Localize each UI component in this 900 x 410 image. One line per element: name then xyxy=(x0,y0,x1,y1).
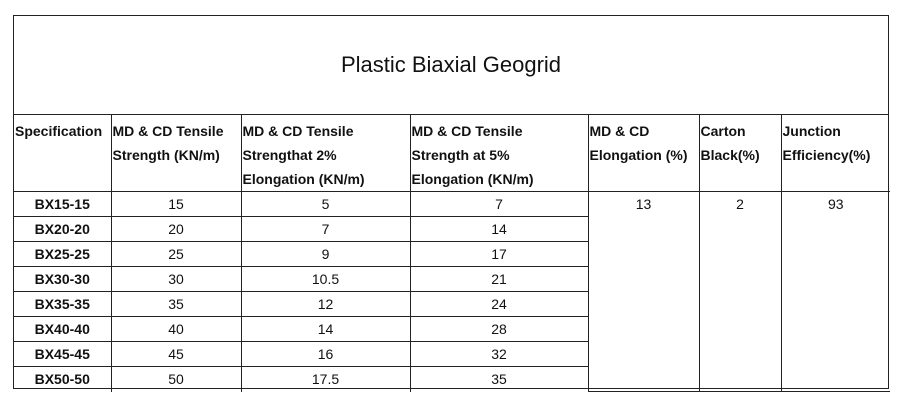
spec-cell: BX40-40 xyxy=(14,316,112,342)
strength-2pct-cell: 12 xyxy=(240,291,411,317)
strength-2pct-cell: 7 xyxy=(240,216,411,242)
elongation-cell: 13 xyxy=(587,191,700,392)
strength-5pct-cell: 28 xyxy=(409,316,588,342)
title-row: Plastic Biaxial Geogrid xyxy=(14,16,888,115)
spec-table: Specification MD & CD Tensile Strength (… xyxy=(14,115,890,392)
tensile-cell: 30 xyxy=(110,266,242,292)
strength-5pct-cell: 32 xyxy=(409,341,588,367)
spec-cell: BX25-25 xyxy=(14,241,112,267)
header-tensile-strength: MD & CD Tensile Strength (KN/m) xyxy=(110,115,242,192)
strength-2pct-cell: 5 xyxy=(240,191,411,217)
tensile-cell: 50 xyxy=(110,366,242,392)
header-elongation: MD & CD Elongation (%) xyxy=(587,115,700,192)
strength-2pct-cell: 14 xyxy=(240,316,411,342)
spec-table-frame: Plastic Biaxial Geogrid Specification MD… xyxy=(13,15,890,392)
carbon-black-cell: 2 xyxy=(698,191,782,392)
spec-cell: BX20-20 xyxy=(14,216,112,242)
strength-5pct-cell: 35 xyxy=(409,366,588,392)
header-row: Specification MD & CD Tensile Strength (… xyxy=(14,115,890,192)
header-specification: Specification xyxy=(14,115,112,192)
tensile-cell: 15 xyxy=(110,191,242,217)
table-row: BX45-45 45 16 32 xyxy=(14,341,890,367)
spec-cell: BX35-35 xyxy=(14,291,112,317)
spec-cell: BX15-15 xyxy=(14,191,112,217)
tensile-cell: 20 xyxy=(110,216,242,242)
table-row: BX15-15 15 5 7 13 2 93 xyxy=(14,191,890,392)
spec-cell: BX30-30 xyxy=(14,266,112,292)
header-junction-efficiency: Junction Efficiency(%) xyxy=(780,115,890,192)
header-strength-2pct: MD & CD Tensile Strengthat 2% Elongation… xyxy=(240,115,411,192)
header-strength-5pct: MD & CD Tensile Strength at 5% Elongatio… xyxy=(409,115,589,192)
tensile-cell: 25 xyxy=(110,241,242,267)
spec-cell: BX50-50 xyxy=(14,366,112,392)
strength-2pct-cell: 16 xyxy=(240,341,411,367)
strength-5pct-cell: 14 xyxy=(409,216,588,242)
table-title: Plastic Biaxial Geogrid xyxy=(340,52,562,77)
spec-cell: BX45-45 xyxy=(14,341,112,367)
tensile-cell: 35 xyxy=(110,291,242,317)
header-carbon-black: Carton Black(%) xyxy=(698,115,782,192)
junction-efficiency-cell: 93 xyxy=(780,191,890,392)
strength-5pct-cell: 17 xyxy=(409,241,588,267)
strength-2pct-cell: 10.5 xyxy=(240,266,411,292)
strength-5pct-cell: 7 xyxy=(409,191,589,217)
tensile-cell: 45 xyxy=(110,341,242,367)
strength-2pct-cell: 17.5 xyxy=(240,366,411,392)
tensile-cell: 40 xyxy=(110,316,242,342)
strength-5pct-cell: 24 xyxy=(409,291,588,317)
table-row: BX35-35 35 12 24 xyxy=(14,291,890,317)
strength-2pct-cell: 9 xyxy=(240,241,411,267)
table-row: BX50-50 50 17.5 35 xyxy=(14,366,890,392)
strength-5pct-cell: 21 xyxy=(409,266,588,292)
